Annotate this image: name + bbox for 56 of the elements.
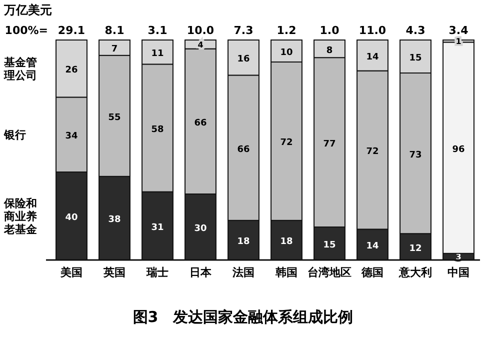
data-label: 10: [280, 48, 293, 58]
data-label: 15: [323, 240, 336, 250]
data-label: 7: [111, 44, 118, 55]
text: 万亿美元: [3, 3, 52, 17]
data-label: 30: [194, 224, 207, 234]
text: 4.3: [406, 24, 426, 37]
text: 1.2: [276, 24, 296, 37]
data-label: 66: [194, 118, 207, 128]
data-label: 14: [366, 52, 379, 62]
data-label: 14: [366, 242, 379, 252]
data-label: 96: [452, 144, 465, 155]
x-tick-label: 法国: [232, 266, 254, 279]
data-label: 73: [409, 150, 422, 160]
text: 11.0: [358, 24, 386, 37]
x-tick-label: 中国: [448, 266, 470, 279]
x-tick-label: 台湾地区: [308, 266, 352, 279]
data-label: 72: [366, 147, 379, 157]
data-label: 31: [151, 222, 164, 233]
x-tick-label: 韩国: [274, 266, 298, 279]
data-label: 26: [65, 66, 78, 76]
data-label: 66: [237, 144, 250, 155]
x-tick-label: 日本: [190, 266, 212, 279]
data-label: 18: [280, 237, 293, 248]
data-label: 40: [65, 213, 78, 223]
x-tick-label: 英国: [102, 266, 126, 279]
text: 3.4: [448, 24, 469, 37]
text: 银行: [3, 128, 26, 142]
data-label: 12: [409, 244, 422, 254]
series-label: 保险和商业养老基金: [3, 197, 38, 236]
data-label: 58: [151, 125, 164, 135]
text: 7.3: [234, 24, 254, 37]
series-label: 基金管理公司: [3, 56, 37, 82]
x-tick-label: 德国: [360, 266, 384, 279]
data-label: 55: [108, 112, 121, 123]
text: 10.0: [186, 24, 214, 37]
data-label: 11: [151, 49, 164, 60]
data-label: 1: [456, 37, 462, 46]
text: 100%=: [4, 24, 48, 37]
data-label: 16: [237, 54, 250, 65]
data-label: 34: [65, 132, 78, 142]
data-label: 8: [326, 46, 333, 56]
data-label: 4: [198, 40, 204, 50]
text: 3.1: [148, 24, 168, 37]
data-label: 77: [323, 139, 336, 150]
data-label: 3: [456, 252, 462, 262]
x-tick-label: 美国: [60, 266, 82, 279]
text: 29.1: [58, 24, 86, 37]
x-tick-label: 意大利: [398, 266, 432, 279]
text: 8.1: [104, 24, 124, 37]
data-label: 72: [280, 138, 293, 148]
data-label: 18: [237, 237, 250, 248]
x-tick-label: 瑞士: [146, 266, 168, 279]
text: 1.0: [320, 24, 340, 37]
text: 图3 发达国家金融体系组成比例: [132, 308, 354, 326]
data-label: 15: [409, 54, 422, 64]
data-label: 38: [108, 215, 121, 226]
